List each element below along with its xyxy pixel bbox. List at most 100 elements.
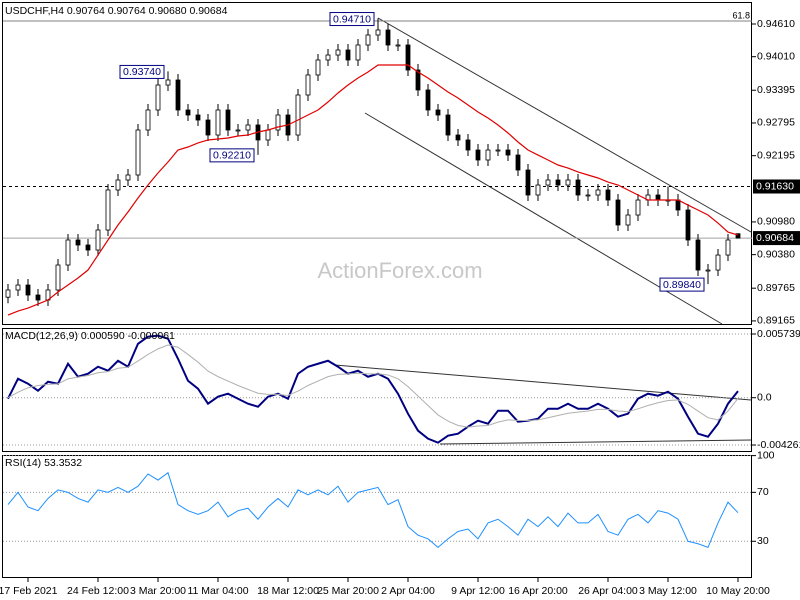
candle-body	[685, 209, 691, 241]
indicator-line	[7, 471, 739, 549]
candle-body	[275, 114, 281, 131]
candle-body	[125, 174, 131, 181]
candle-body	[505, 149, 511, 156]
candle-body	[595, 189, 601, 196]
x-tick-label: 3 May 12:00	[639, 585, 697, 597]
candle-body	[205, 119, 211, 136]
candle-body	[325, 54, 331, 61]
candle-body	[555, 179, 561, 186]
y-tick-label: 0.94010	[757, 50, 795, 62]
watermark: ActionForex.com	[317, 258, 482, 283]
macd-panel	[2, 328, 752, 452]
y-tick-label: 0.92195	[757, 149, 795, 161]
candle-body	[235, 129, 241, 132]
indicator-line	[7, 334, 739, 444]
x-tick-label: 24 Feb 12:00	[67, 585, 129, 597]
candle-body	[735, 233, 741, 239]
candle-body	[445, 114, 451, 136]
candle-body	[305, 74, 311, 96]
candle-body	[675, 199, 681, 211]
y-tick-label: 0.005739	[757, 328, 800, 340]
candle-body	[705, 269, 711, 272]
macd-trend-lower	[439, 439, 752, 445]
candle-body	[245, 124, 251, 131]
macd-trend-upper	[334, 364, 752, 401]
candle-body	[175, 79, 181, 111]
x-tick-label: 18 Mar 12:00	[257, 585, 319, 597]
y-tick-label: 0.94610	[757, 18, 795, 30]
candle-body	[535, 184, 541, 196]
annotation-box	[209, 148, 255, 163]
y-tick-label: -0.004261	[757, 439, 800, 451]
annotation-label: 0.92210	[213, 150, 251, 162]
candle-body	[75, 239, 81, 246]
indicator-line	[7, 344, 739, 428]
annotation-box	[659, 277, 705, 292]
candle-body	[475, 149, 481, 161]
candle-body	[625, 214, 631, 226]
candle-body	[405, 44, 411, 71]
candle-body	[495, 149, 501, 152]
x-tick-label: 17 Feb 2021	[0, 585, 58, 597]
candle-body	[185, 109, 191, 116]
moving-average	[7, 64, 739, 316]
x-tick-label: 16 Apr 20:00	[508, 585, 568, 597]
candle-body	[105, 189, 111, 231]
y-tick-label: 0.89765	[757, 282, 795, 294]
y-tick-label: 30	[757, 535, 769, 547]
candle-body	[485, 149, 491, 161]
candle-body	[15, 284, 21, 291]
chart-title: USDCHF,H4 0.90764 0.90764 0.90680 0.9068…	[5, 5, 228, 17]
price-label-box	[753, 179, 800, 194]
candle-body	[715, 254, 721, 271]
macd-trendlines	[334, 364, 752, 445]
price-label: 0.90684	[756, 232, 794, 244]
y-tick-label: 0.90380	[757, 248, 795, 260]
rsi-panel	[2, 455, 752, 578]
y-tick-label: 100	[757, 449, 775, 461]
candle-body	[655, 194, 661, 201]
candle-body	[565, 179, 571, 186]
candle-body	[135, 129, 141, 176]
annotation-box	[329, 12, 375, 27]
price-label: 0.91630	[756, 180, 794, 192]
candle-body	[605, 189, 611, 201]
x-tick-label: 3 Mar 20:00	[130, 585, 186, 597]
candle-body	[365, 34, 371, 46]
price-panel	[2, 2, 752, 325]
fib-label: 61.8	[732, 10, 750, 20]
x-tick-label: 9 Apr 12:00	[451, 585, 505, 597]
candle-body	[585, 194, 591, 197]
y-tick-label: 0.92795	[757, 117, 795, 129]
candle-body	[265, 129, 271, 141]
channel-upper	[377, 17, 752, 233]
annotation-label: 0.89840	[663, 279, 701, 291]
candle-body	[345, 49, 351, 61]
rsi-title: RSI(14) 53.3532	[5, 457, 82, 469]
candle-body	[315, 59, 321, 76]
candle-body	[395, 44, 401, 47]
candle-body	[435, 109, 441, 116]
x-tick-label: 10 May 20:00	[706, 585, 770, 597]
macd-title: MACD(12,26,9) 0.000590 -0.000061	[5, 330, 175, 342]
candle-body	[385, 29, 391, 46]
candle-body	[115, 179, 121, 191]
y-tick-label: 0.0	[757, 391, 772, 403]
candle-body	[375, 29, 381, 36]
candle-body	[725, 239, 731, 256]
candle-body	[225, 109, 231, 131]
candle-body	[615, 199, 621, 226]
x-tick-label: 26 Apr 04:00	[578, 585, 638, 597]
candle-body	[55, 264, 61, 291]
x-tick-label: 25 Mar 20:00	[317, 585, 379, 597]
candle-body	[215, 109, 221, 136]
candle-body	[95, 229, 101, 251]
candle-body	[85, 244, 91, 251]
candle-body	[35, 294, 41, 301]
y-tick-label: 0.93395	[757, 84, 795, 96]
annotation-label: 0.94710	[333, 13, 371, 25]
y-tick-label: 70	[757, 486, 769, 498]
x-tick-label: 2 Apr 04:00	[381, 585, 435, 597]
